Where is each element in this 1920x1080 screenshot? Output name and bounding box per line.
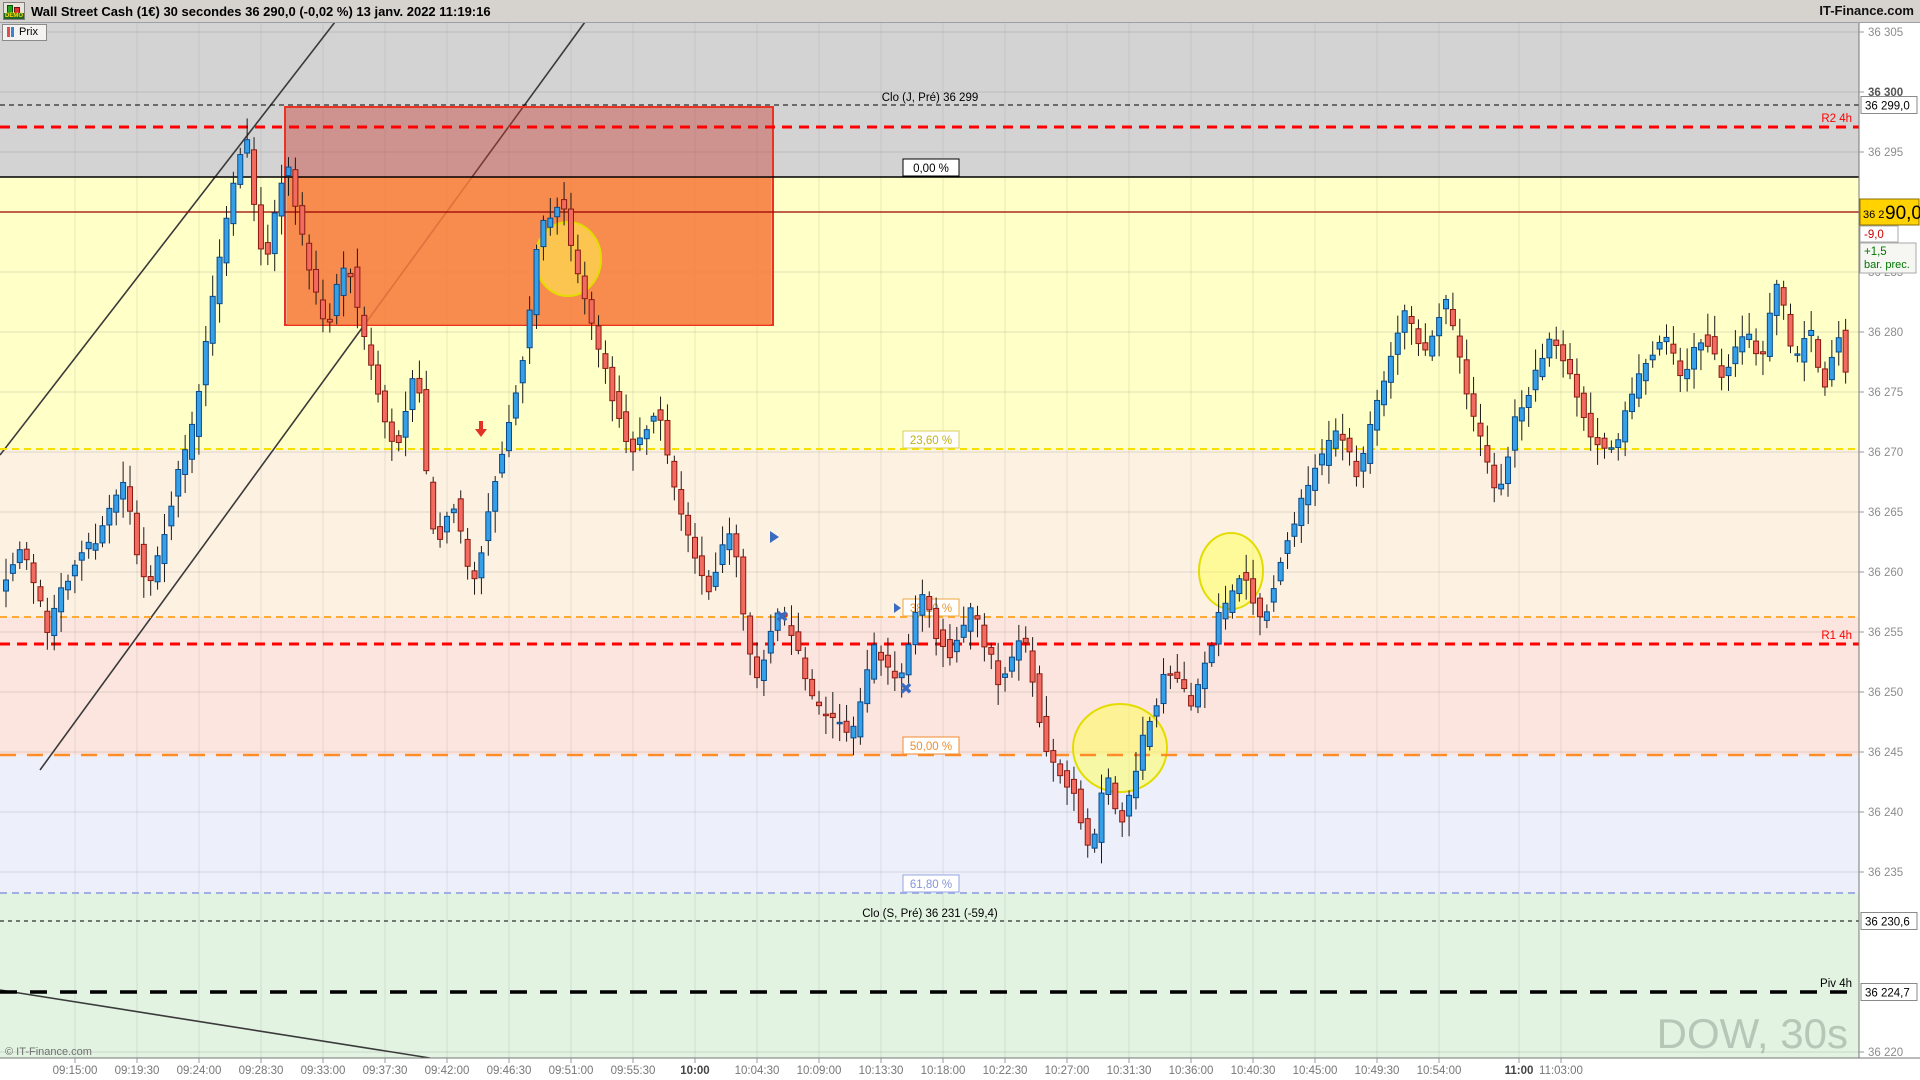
tab-prix[interactable]: Prix [2, 24, 47, 41]
trendline-channel-upper [0, 21, 336, 456]
demo-candlestick-icon: DEMO [3, 2, 25, 20]
triangle-marker-icon [770, 531, 779, 543]
time-tick-label: 09:46:30 [487, 1065, 532, 1077]
time-tick-label: 09:19:30 [115, 1065, 160, 1077]
last-price-value: 36 2 [1863, 209, 1884, 221]
time-tick-label: 11:00 [1505, 1065, 1534, 1077]
svg-text:90,0: 90,0 [1885, 203, 1920, 224]
zone-fib-382-50 [0, 617, 1859, 755]
trendlines [0, 21, 586, 1059]
cross-marker-icon: ✖ [775, 609, 788, 626]
brand-label: IT-Finance.com [1819, 3, 1914, 18]
trendline-base-trendline [0, 989, 431, 1059]
price-tick-label: 36 260 [1868, 567, 1903, 579]
down-arrow-marker-icon [475, 421, 487, 437]
change-absolute-value: -9,0 [1864, 229, 1884, 241]
time-tick-label: 10:40:30 [1231, 1065, 1276, 1077]
time-tick-label: 11:03:00 [1539, 1065, 1583, 1077]
time-tick-label: 10:27:00 [1045, 1065, 1090, 1077]
price-tick-label: 36 270 [1868, 447, 1903, 459]
level-axis-value-clo_j: 36 299,0 [1865, 101, 1910, 113]
gridlines [0, 22, 1859, 1058]
price-tick-label: 36 275 [1868, 387, 1903, 399]
time-tick-label: 09:33:00 [301, 1065, 346, 1077]
level-label-piv_4h: Piv 4h [1820, 978, 1852, 990]
time-tick-label: 10:18:00 [921, 1065, 966, 1077]
cross-marker-icon: ✖ [899, 681, 912, 698]
time-tick-label: 09:24:00 [177, 1065, 222, 1077]
price-tick-label: 36 250 [1868, 687, 1903, 699]
prev-bar-change-value: +1,5 [1864, 246, 1887, 258]
fib-arrow-icon [894, 603, 901, 613]
time-tick-label: 09:28:30 [239, 1065, 284, 1077]
trendline-channel-lower [39, 21, 586, 771]
price-tick-label: 36 240 [1868, 807, 1903, 819]
level-axis-value-clo_s: 36 230,6 [1865, 917, 1910, 929]
level-label-fib_500: 50,00 % [910, 741, 952, 753]
time-tick-label: 09:37:30 [363, 1065, 408, 1077]
zone-fib-0-236 [0, 177, 1859, 449]
background-zones [0, 22, 1859, 1058]
time-tick-label: 10:22:30 [983, 1065, 1028, 1077]
time-tick-label: 10:54:00 [1417, 1065, 1462, 1077]
price-tick-label: 36 245 [1868, 747, 1903, 759]
price-tick-label: 36 280 [1868, 327, 1903, 339]
window-title: Wall Street Cash (1€) 30 secondes 36 290… [31, 3, 491, 19]
level-label-fib_236: 23,60 % [910, 435, 952, 447]
time-tick-label: 09:55:30 [611, 1065, 656, 1077]
level-axis-value-piv_4h: 36 224,7 [1865, 988, 1910, 1000]
level-label-fib_618: 61,80 % [910, 879, 952, 891]
copyright-label: © IT-Finance.com [5, 1046, 92, 1058]
supply-zone-and-circles [284, 106, 1264, 793]
zone-fib-236-382 [0, 449, 1859, 617]
price-tick-label: 36 220 [1868, 1047, 1903, 1059]
level-label-clo_s: Clo (S, Pré) 36 231 (-59,4) [862, 908, 998, 920]
candles [3, 118, 1849, 864]
time-tick-label: 10:04:30 [735, 1065, 780, 1077]
time-tick-label: 10:49:30 [1355, 1065, 1400, 1077]
time-tick-label: 09:15:00 [53, 1065, 98, 1077]
last-price-box [1859, 198, 1920, 226]
supply-zone-inner-rect [287, 177, 771, 325]
time-tick-label: 09:51:00 [549, 1065, 594, 1077]
time-tick-label: 10:31:30 [1107, 1065, 1152, 1077]
time-tick-label: 10:00 [680, 1065, 709, 1077]
prev-bar-change-label: bar. prec. [1864, 259, 1910, 271]
level-label-clo_j: Clo (J, Pré) 36 299 [882, 92, 979, 104]
window-title-bar: DEMO Wall Street Cash (1€) 30 secondes 3… [0, 0, 1920, 23]
highlight-circle-fib50-bounce [1072, 703, 1168, 793]
time-tick-label: 09:42:00 [425, 1065, 470, 1077]
time-tick-label: 10:13:30 [859, 1065, 904, 1077]
level-label-fib_000: 0,00 % [913, 163, 949, 175]
time-axis[interactable]: 09:15:00 09:19:30 09:24:00 09:28:30 09:33:00… [0, 1057, 1920, 1080]
level-label-r1_4h: R1 4h [1821, 630, 1852, 642]
price-bars-icon [7, 27, 16, 37]
price-tick-label: 36 235 [1868, 867, 1903, 879]
zone-fib-50-618 [0, 755, 1859, 893]
price-tick-label: 36 265 [1868, 507, 1903, 519]
price-tick-label: 36 295 [1868, 147, 1903, 159]
time-tick-label: 10:45:00 [1293, 1065, 1338, 1077]
level-label-r2_4h: R2 4h [1821, 113, 1852, 125]
tab-prix-label: Prix [19, 26, 38, 38]
zone-above-prev-close [0, 22, 1859, 177]
time-tick-label: 10:36:00 [1169, 1065, 1214, 1077]
signal-markers: ✖✖ [475, 421, 913, 698]
price-tick-label: 36 255 [1868, 627, 1903, 639]
price-tick-label: 36 305 [1868, 27, 1903, 39]
watermark-label: DOW, 30s [1657, 1010, 1848, 1057]
time-tick-label: 10:09:00 [797, 1065, 842, 1077]
